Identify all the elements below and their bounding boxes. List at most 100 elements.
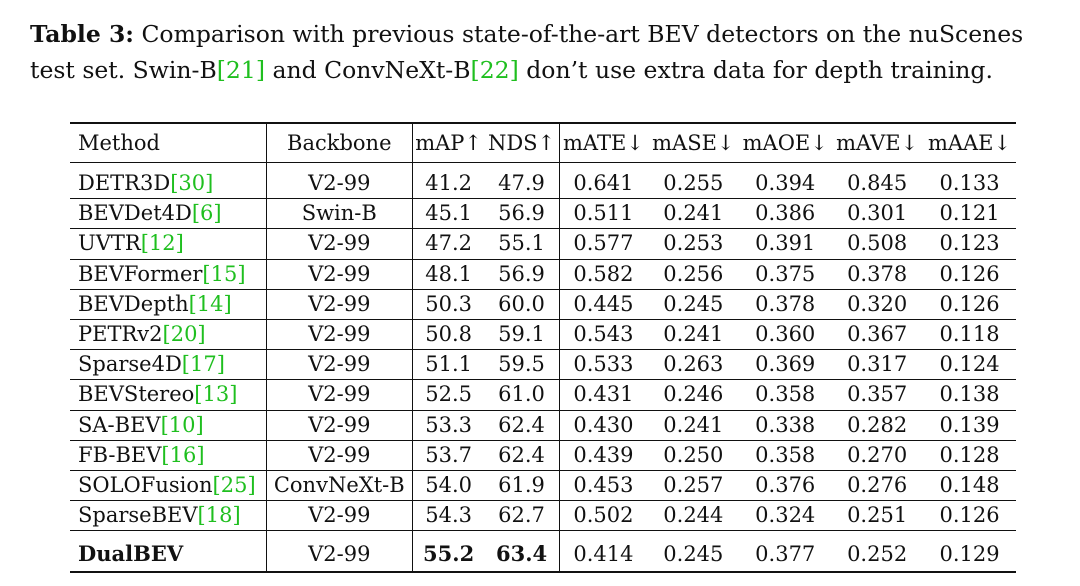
citation-link[interactable]: [12] (140, 231, 184, 256)
mase-cell: 0.245 (647, 288, 740, 320)
caption-label: Table 3: (30, 20, 134, 48)
method-name: SOLOFusion (78, 473, 213, 498)
method-cell: BEVDet4D[6] (70, 198, 267, 229)
mase-cell: 0.241 (647, 198, 740, 229)
mave-cell: 0.251 (831, 500, 924, 531)
method-cell: Sparse4D[17] (70, 349, 267, 380)
map-cell: 45.1 (412, 198, 485, 229)
table-row: BEVDet4D[6] Swin-B 45.1 56.9 0.511 0.241 0.386… (70, 198, 1016, 229)
table-row: SA-BEV[10] V2-99 53.3 62.4 0.430 0.241 0.338 0.… (70, 409, 1016, 441)
mase-cell: 0.257 (647, 470, 740, 501)
citation-link[interactable]: [10] (160, 412, 204, 437)
backbone-cell: V2-99 (265, 258, 413, 290)
mase-cell: 0.241 (647, 319, 740, 350)
header-row: Method Backbone mAP↑ NDS↑ mATE↓ mASE↓ mA… (70, 123, 1016, 163)
table-row: BEVStereo[13] V2-99 52.5 61.0 0.431 0.246 0.35… (70, 379, 1016, 411)
method-name: PETRv2 (78, 322, 163, 347)
method-cell: BEVStereo[13] (70, 379, 267, 411)
mate-cell: 0.453 (559, 470, 648, 501)
map-cell: 53.3 (412, 409, 485, 441)
method-cell: BEVFormer[15] (70, 258, 267, 290)
citation-link[interactable]: [16] (161, 442, 205, 467)
citation-link[interactable]: [18] (197, 503, 241, 528)
maoe-cell: 0.391 (739, 228, 832, 260)
table-row: BEVFormer[15] V2-99 48.1 56.9 0.582 0.256 0.37… (70, 258, 1016, 290)
map-cell: 47.2 (412, 228, 485, 260)
citation-link[interactable]: [22] (470, 56, 519, 84)
maoe-cell: 0.369 (739, 349, 832, 380)
maae-cell: 0.126 (923, 258, 1016, 290)
maae-cell: 0.118 (923, 319, 1016, 350)
mate-cell: 0.641 (559, 161, 648, 199)
method-name: DETR3D (78, 171, 171, 195)
nds-cell: 55.1 (484, 228, 560, 260)
backbone-cell: V2-99 (265, 379, 413, 411)
nds-cell: 59.5 (484, 349, 560, 380)
mate-cell: 0.439 (559, 439, 648, 471)
maoe-cell: 0.360 (739, 319, 832, 350)
nds-cell: 62.4 (484, 439, 560, 471)
nds-cell: 56.9 (484, 258, 560, 290)
nds-cell: 63.4 (484, 530, 560, 573)
table-row-ours: DualBEV V2-99 55.2 63.4 0.414 0.245 0.37… (70, 530, 1016, 573)
map-cell: 53.7 (412, 439, 485, 471)
method-cell: UVTR[12] (70, 228, 267, 260)
mave-cell: 0.317 (831, 349, 924, 380)
citation-link[interactable]: [21] (216, 56, 265, 84)
map-cell: 50.3 (412, 288, 485, 320)
maoe-cell: 0.358 (739, 379, 832, 411)
mase-cell: 0.253 (647, 228, 740, 260)
mave-cell: 0.378 (831, 258, 924, 290)
citation-link[interactable]: [20] (162, 322, 206, 347)
maae-cell: 0.148 (923, 470, 1016, 501)
method-name: BEVDet4D (78, 201, 192, 226)
maoe-cell: 0.324 (739, 500, 832, 531)
method-name: SparseBEV (78, 503, 198, 528)
citation-link[interactable]: [25] (212, 473, 256, 498)
map-cell: 52.5 (412, 379, 485, 411)
maae-cell: 0.128 (923, 439, 1016, 471)
mase-cell: 0.250 (647, 439, 740, 471)
mave-cell: 0.301 (831, 198, 924, 229)
table-row: UVTR[12] V2-99 47.2 55.1 0.577 0.253 0.391 0.50… (70, 228, 1016, 260)
table-row: SparseBEV[18] V2-99 54.3 62.7 0.502 0.244 0.32… (70, 500, 1016, 531)
map-cell: 54.0 (412, 470, 485, 501)
backbone-cell: V2-99 (265, 439, 413, 471)
citation-link[interactable]: [15] (202, 261, 246, 286)
mave-cell: 0.320 (831, 288, 924, 320)
method-name: BEVDepth (78, 291, 189, 316)
map-cell: 41.2 (412, 161, 485, 199)
mave-cell: 0.845 (831, 161, 924, 199)
citation-link[interactable]: [6] (191, 201, 222, 226)
method-name: Sparse4D (78, 352, 182, 377)
maae-cell: 0.124 (923, 349, 1016, 380)
method-name: UVTR (78, 231, 141, 256)
mase-cell: 0.245 (647, 530, 740, 573)
backbone-cell: V2-99 (265, 228, 413, 260)
mate-cell: 0.414 (559, 530, 648, 573)
mave-cell: 0.357 (831, 379, 924, 411)
header-nds: NDS↑ (484, 123, 560, 163)
mase-cell: 0.244 (647, 500, 740, 531)
map-cell: 51.1 (412, 349, 485, 380)
backbone-cell: V2-99 (265, 319, 413, 350)
maoe-cell: 0.394 (739, 161, 832, 199)
mate-cell: 0.577 (559, 228, 648, 260)
method-name: DualBEV (70, 530, 267, 573)
citation-link[interactable]: [30] (170, 171, 214, 195)
backbone-cell: V2-99 (265, 500, 413, 531)
header-mave: mAVE↓ (836, 131, 919, 155)
maae-cell: 0.138 (923, 379, 1016, 411)
nds-cell: 47.9 (484, 161, 560, 199)
citation-link[interactable]: [17] (181, 352, 225, 377)
caption-text: and ConvNeXt-B (265, 56, 471, 84)
citation-link[interactable]: [13] (194, 382, 238, 407)
backbone-cell: Swin-B (265, 198, 413, 229)
citation-link[interactable]: [14] (188, 291, 232, 316)
nds-cell: 61.0 (484, 379, 560, 411)
nds-cell: 60.0 (484, 288, 560, 320)
mase-cell: 0.255 (647, 161, 740, 199)
method-name: SA-BEV (78, 412, 161, 437)
maae-cell: 0.126 (923, 288, 1016, 320)
mate-cell: 0.582 (559, 258, 648, 290)
